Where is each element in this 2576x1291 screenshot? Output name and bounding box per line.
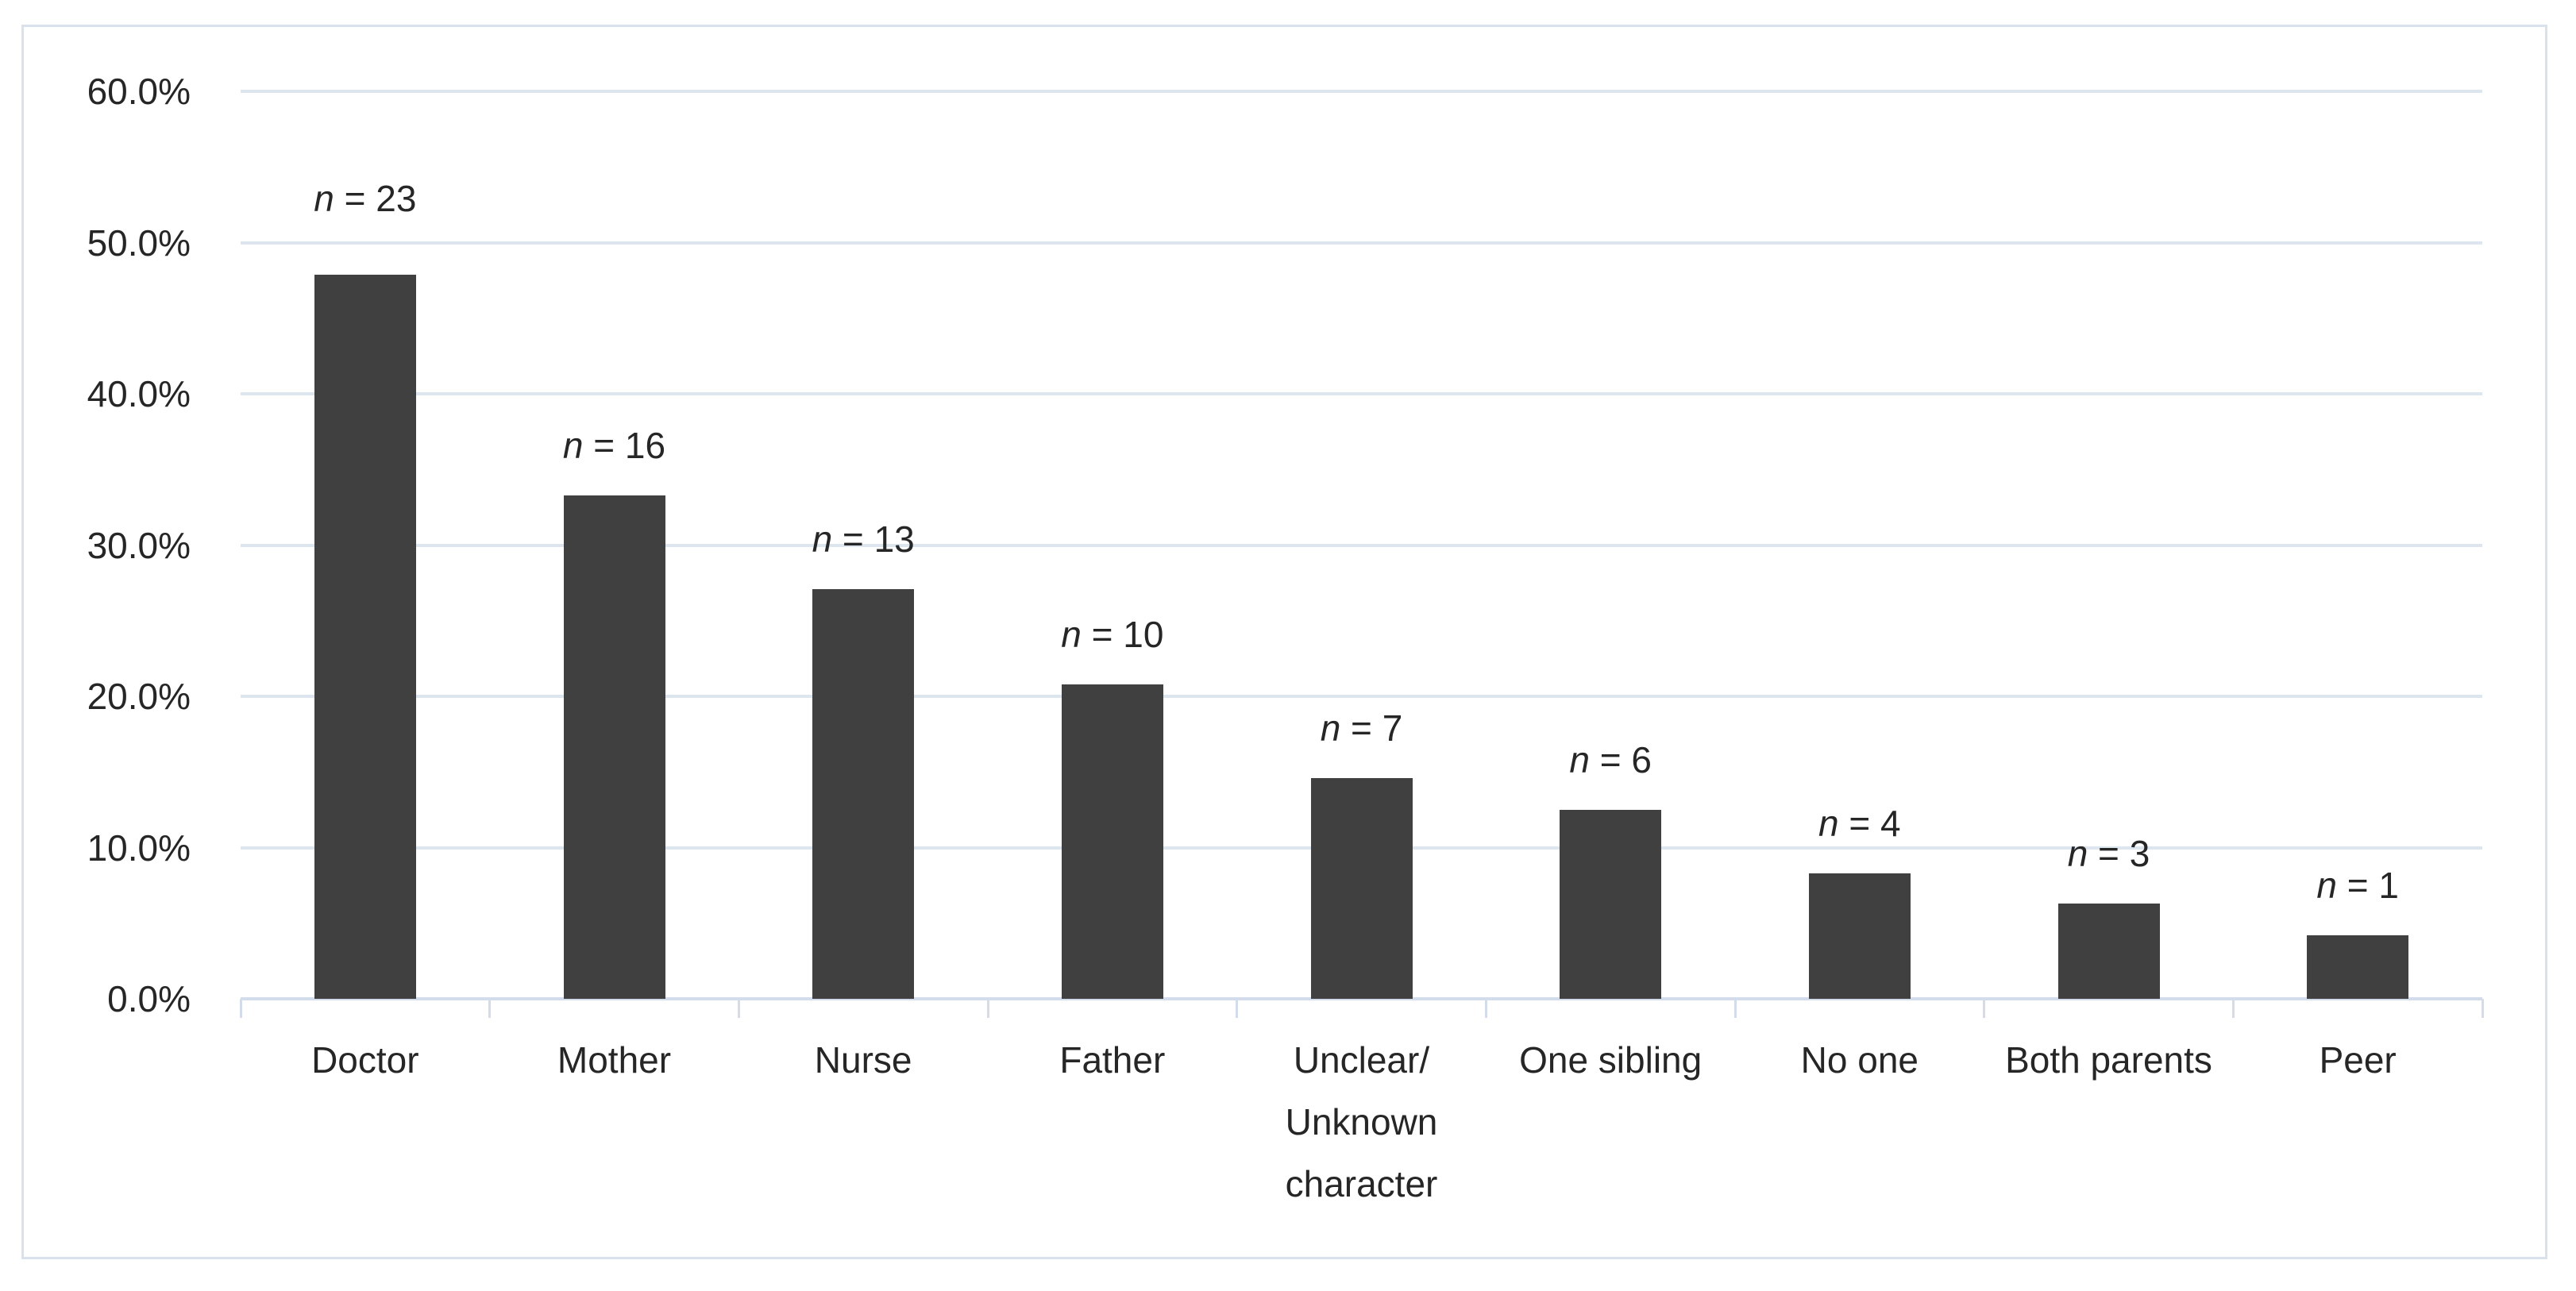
- bar-label-n-italic: n: [314, 177, 334, 219]
- bar-label-n-italic: n: [812, 518, 833, 560]
- gridline-60: [241, 90, 2482, 93]
- bar-label-nurse: n = 13: [704, 518, 1022, 560]
- x-axis-tick: [986, 999, 989, 1018]
- y-tick-label-20: 20.0%: [87, 676, 191, 717]
- x-category-label-nurse: Nurse: [814, 1039, 912, 1081]
- bar-one-sibling: [1560, 809, 1662, 999]
- y-tick-label-60: 60.0%: [87, 71, 191, 112]
- bar-label-n-italic: n: [1569, 738, 1590, 780]
- x-axis-tick: [2231, 999, 2235, 1018]
- bar-both-parents: [2057, 903, 2160, 999]
- x-category-label-doctor: Doctor: [311, 1039, 419, 1081]
- x-axis-tick: [1983, 999, 1986, 1018]
- bar-father: [1061, 684, 1163, 999]
- bar-label-one-sibling: n = 6: [1452, 739, 1769, 780]
- x-category-label-peer: Peer: [2319, 1039, 2397, 1081]
- y-tick-label-30: 30.0%: [87, 524, 191, 566]
- bar-label-father: n = 10: [954, 614, 1271, 655]
- bar-peer: [2307, 935, 2409, 999]
- bar-nurse: [812, 588, 915, 999]
- y-tick-label-50: 50.0%: [87, 222, 191, 264]
- x-axis-tick: [1236, 999, 1239, 1018]
- gridline-50: [241, 241, 2482, 245]
- bar-label-value: = 1: [2336, 864, 2399, 906]
- bar-label-value: = 6: [1589, 738, 1652, 780]
- bar-label-unclear-unknown-character: n = 7: [1203, 707, 1521, 749]
- bar-label-mother: n = 16: [456, 425, 773, 466]
- gridline-20: [241, 695, 2482, 698]
- bar-label-no-one: n = 4: [1701, 803, 2019, 844]
- bar-label-n-italic: n: [2067, 832, 2088, 874]
- x-axis-tick: [239, 999, 242, 1018]
- bar-label-doctor: n = 23: [206, 178, 524, 219]
- x-axis-tick: [2481, 999, 2484, 1018]
- bar-label-n-italic: n: [1818, 802, 1839, 844]
- x-category-label-no-one: No one: [1800, 1039, 1919, 1081]
- bar-label-n-italic: n: [562, 424, 584, 466]
- bar-label-value: = 10: [1081, 613, 1164, 655]
- x-axis-tick: [1733, 999, 1737, 1018]
- y-tick-label-10: 10.0%: [87, 827, 191, 869]
- bar-unclear-unknown-character: [1310, 777, 1413, 999]
- x-axis-tick: [1484, 999, 1487, 1018]
- bar-label-value: = 4: [1838, 802, 1901, 844]
- chart-frame: [21, 25, 2547, 1259]
- bar-label-value: = 3: [2088, 832, 2150, 874]
- x-category-label-unclear-unknown-character: Unclear/ Unknown character: [1285, 1039, 1438, 1204]
- bar-label-n-italic: n: [1320, 707, 1341, 749]
- bar-label-value: = 13: [832, 518, 915, 560]
- x-category-label-mother: Mother: [557, 1039, 672, 1081]
- x-category-label-both-parents: Both parents: [2005, 1039, 2212, 1081]
- gridline-40: [241, 392, 2482, 395]
- x-axis-tick: [488, 999, 492, 1018]
- x-axis-line: [241, 997, 2482, 1000]
- bar-doctor: [314, 274, 416, 999]
- bar-label-value: = 7: [1340, 707, 1403, 749]
- bar-label-value: = 23: [334, 177, 417, 219]
- y-tick-label-40: 40.0%: [87, 373, 191, 414]
- bar-label-peer: n = 1: [2199, 865, 2516, 906]
- y-tick-label-0: 0.0%: [107, 978, 191, 1019]
- bar-label-n-italic: n: [1061, 613, 1082, 655]
- x-axis-tick: [737, 999, 740, 1018]
- gridline-30: [241, 543, 2482, 547]
- bar-label-n-italic: n: [2316, 864, 2337, 906]
- bar-label-both-parents: n = 3: [1950, 833, 2268, 874]
- bar-mother: [563, 495, 665, 999]
- x-category-label-one-sibling: One sibling: [1519, 1039, 1703, 1081]
- bar-label-value: = 16: [583, 424, 666, 466]
- bar-no-one: [1808, 873, 1911, 999]
- x-category-label-father: Father: [1059, 1039, 1166, 1081]
